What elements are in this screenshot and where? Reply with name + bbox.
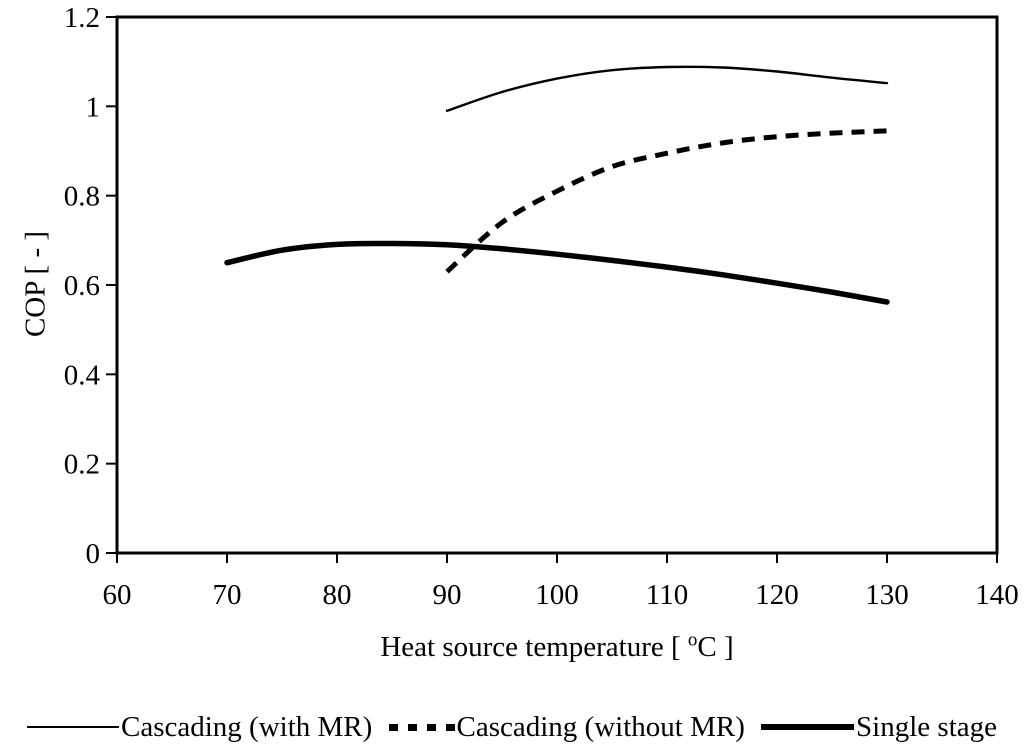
legend-label: Cascading (without MR) — [456, 710, 745, 743]
x-tick-label: 60 — [103, 579, 132, 611]
thick-line-sample — [761, 724, 855, 730]
legend-item-single-stage: Single stage — [761, 711, 997, 744]
y-tick-label: 1.2 — [64, 2, 100, 34]
legend-item-cascading-with-mr: Cascading (with MR) — [27, 711, 372, 744]
x-tick-label: 110 — [646, 579, 688, 611]
plot-border — [115, 15, 999, 555]
y-tick-label: 0.4 — [64, 359, 101, 391]
legend: Cascading (with MR) Cascading (without M… — [27, 707, 997, 747]
x-axis-title: Heat source temperature [ oC ] — [117, 629, 997, 664]
x-tick-label: 90 — [433, 579, 462, 611]
x-axis-title-text: Heat source temperature [ — [380, 631, 688, 663]
x-tick-label: 130 — [865, 579, 909, 611]
legend-item-cascading-without-mr: Cascading (without MR) — [388, 710, 745, 744]
thin-line-sample — [27, 726, 119, 728]
x-tick-label: 100 — [535, 579, 579, 611]
x-tick-label: 70 — [213, 579, 242, 611]
x-tick-label: 140 — [975, 579, 1019, 611]
legend-label: Single stage — [856, 710, 997, 743]
y-tick-label: 0.8 — [64, 181, 100, 213]
legend-label: Cascading (with MR) — [121, 710, 373, 743]
series-cascading-with-mr — [445, 65, 889, 112]
degree-symbol: o — [687, 629, 698, 651]
x-axis-title-unit: C ] — [697, 631, 734, 663]
y-axis-title: COP [ - ] — [19, 230, 52, 338]
series-cascading-without-mr — [445, 128, 888, 274]
x-tick-label: 80 — [323, 579, 352, 611]
y-tick-label: 0.2 — [64, 449, 100, 481]
dashed-line-sample — [388, 723, 455, 731]
plot-area: 60 70 80 90 100 110 120 130 140 0 0.2 0.4 0.6 0.8 1 1.2 — [64, 2, 1019, 611]
y-tick-label: 1 — [86, 91, 101, 123]
y-tick-label: 0.6 — [64, 270, 100, 302]
series-single-stage — [224, 240, 890, 305]
y-tick-label: 0 — [86, 538, 101, 570]
x-tick-label: 120 — [755, 579, 799, 611]
